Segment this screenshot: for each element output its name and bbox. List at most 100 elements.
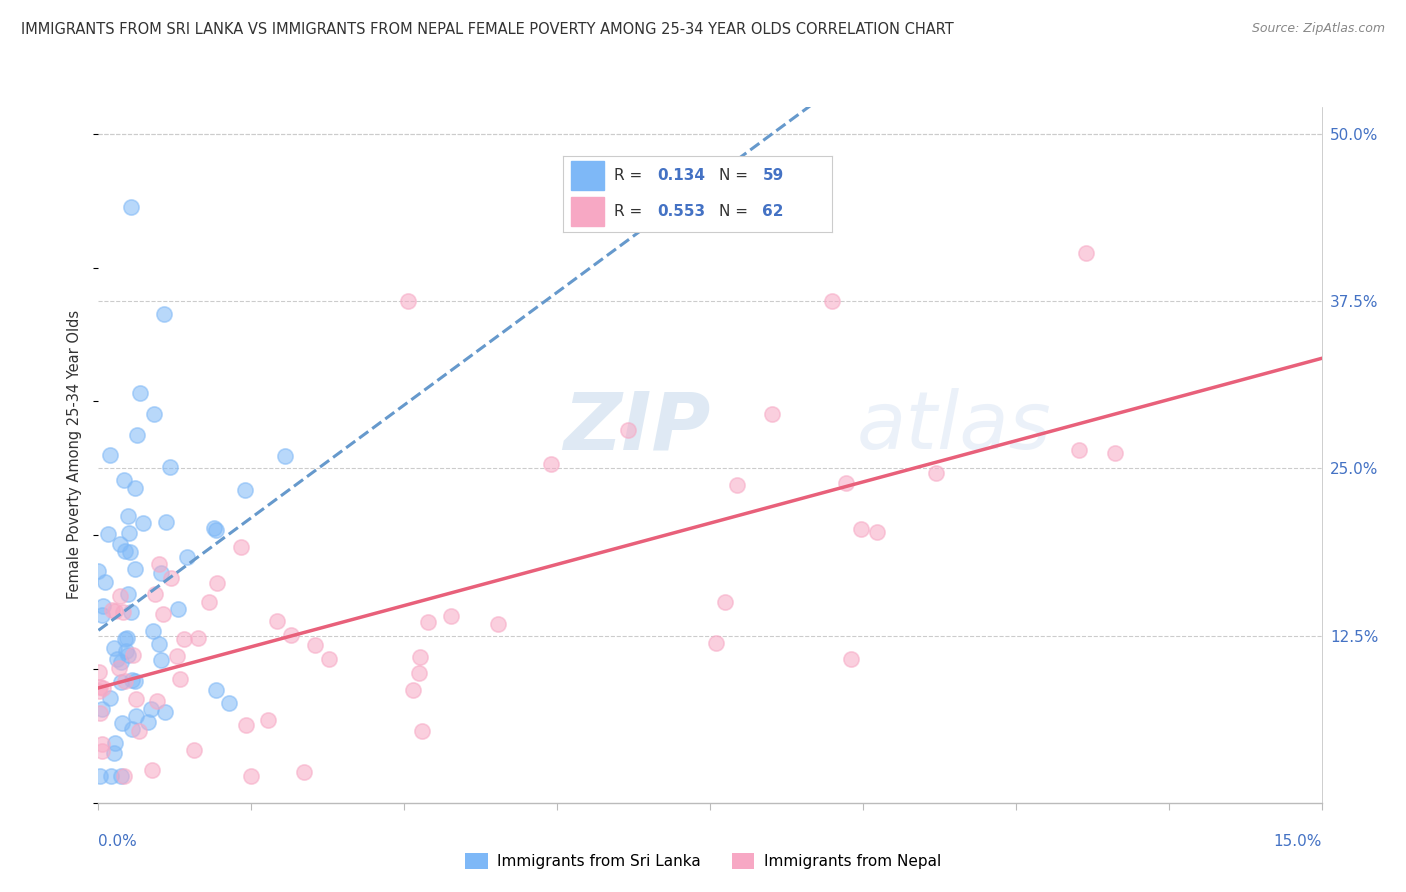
- Point: [127, 427, 149, 442]
- Point: [97, 527, 120, 541]
- Point: [117, 509, 139, 524]
- Point: [617, 423, 640, 437]
- Point: [117, 587, 139, 601]
- Bar: [571, 161, 603, 190]
- Point: [121, 723, 143, 737]
- Point: [202, 521, 225, 535]
- Point: [198, 595, 221, 609]
- Point: [87, 565, 110, 579]
- Text: 0.134: 0.134: [658, 168, 706, 183]
- Point: [89, 769, 111, 783]
- Text: N =: N =: [720, 204, 754, 219]
- Point: [155, 515, 177, 529]
- Point: [100, 769, 122, 783]
- Point: [129, 385, 152, 400]
- Point: [706, 636, 728, 650]
- Point: [105, 652, 128, 666]
- Point: [440, 609, 463, 624]
- Point: [318, 651, 340, 665]
- Point: [111, 715, 134, 730]
- Point: [143, 587, 166, 601]
- Point: [1104, 445, 1126, 459]
- Text: R =: R =: [614, 168, 648, 183]
- Point: [143, 407, 166, 421]
- Point: [132, 516, 155, 531]
- Point: [152, 307, 174, 322]
- Point: [408, 665, 430, 680]
- Point: [120, 605, 142, 619]
- Point: [89, 706, 111, 720]
- Point: [103, 746, 125, 760]
- Point: [204, 523, 226, 537]
- Point: [114, 632, 136, 646]
- Point: [233, 483, 256, 497]
- Text: 0.553: 0.553: [658, 204, 706, 219]
- Point: [98, 448, 121, 462]
- Text: ZIP: ZIP: [564, 388, 710, 467]
- Point: [173, 632, 195, 646]
- Text: 15.0%: 15.0%: [1274, 834, 1322, 849]
- Point: [141, 624, 163, 639]
- Legend: Immigrants from Sri Lanka, Immigrants from Nepal: Immigrants from Sri Lanka, Immigrants fr…: [458, 847, 948, 875]
- Point: [169, 672, 191, 686]
- Point: [98, 691, 121, 706]
- Point: [112, 769, 135, 783]
- Point: [87, 665, 110, 679]
- Point: [218, 696, 240, 710]
- Point: [411, 723, 433, 738]
- Point: [121, 673, 143, 687]
- Point: [91, 702, 114, 716]
- Text: 62: 62: [762, 204, 785, 219]
- Point: [396, 294, 419, 309]
- Text: N =: N =: [720, 168, 754, 183]
- Point: [153, 705, 176, 719]
- Point: [205, 683, 228, 698]
- Point: [91, 599, 114, 614]
- Point: [104, 604, 127, 618]
- Point: [257, 713, 280, 727]
- Point: [117, 648, 139, 662]
- Point: [401, 682, 423, 697]
- Point: [120, 201, 142, 215]
- Y-axis label: Female Poverty Among 25-34 Year Olds: Female Poverty Among 25-34 Year Olds: [67, 310, 83, 599]
- Point: [94, 575, 117, 590]
- Point: [821, 294, 844, 309]
- Point: [176, 549, 198, 564]
- Point: [274, 449, 297, 463]
- Point: [205, 576, 228, 591]
- Point: [114, 473, 136, 487]
- Point: [136, 715, 159, 730]
- Point: [124, 481, 146, 495]
- Point: [149, 652, 172, 666]
- Point: [235, 718, 257, 732]
- Text: 0.0%: 0.0%: [98, 834, 138, 849]
- Point: [114, 644, 136, 658]
- Point: [416, 615, 439, 629]
- Point: [304, 639, 326, 653]
- Point: [486, 616, 509, 631]
- Point: [124, 562, 146, 576]
- Point: [110, 655, 132, 669]
- Point: [409, 650, 432, 665]
- Point: [761, 407, 783, 421]
- Point: [148, 557, 170, 571]
- Point: [183, 742, 205, 756]
- Point: [849, 522, 872, 536]
- Point: [150, 566, 173, 581]
- Point: [725, 478, 748, 492]
- Text: 59: 59: [762, 168, 783, 183]
- Point: [104, 736, 127, 750]
- Point: [841, 652, 863, 666]
- Text: IMMIGRANTS FROM SRI LANKA VS IMMIGRANTS FROM NEPAL FEMALE POVERTY AMONG 25-34 YE: IMMIGRANTS FROM SRI LANKA VS IMMIGRANTS …: [21, 22, 953, 37]
- Point: [141, 763, 163, 777]
- Point: [229, 541, 252, 555]
- Point: [713, 595, 735, 609]
- Point: [110, 674, 132, 689]
- Point: [139, 702, 162, 716]
- Point: [114, 673, 136, 688]
- Point: [115, 631, 138, 645]
- Point: [128, 723, 150, 738]
- Point: [91, 737, 114, 751]
- Point: [148, 637, 170, 651]
- Point: [266, 615, 288, 629]
